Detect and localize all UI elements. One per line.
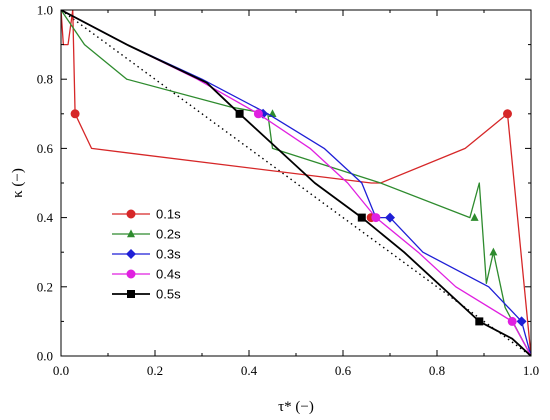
y-tick-label: 0.6 [37, 141, 54, 156]
legend-label: 0.1s [156, 207, 181, 222]
y-tick-label: 1.0 [37, 3, 53, 18]
series-line [61, 10, 531, 356]
x-tick-label: 0.0 [53, 363, 69, 378]
data-point [516, 316, 527, 327]
legend-item: 0.5s [112, 287, 181, 302]
data-point [489, 247, 498, 256]
legend-item: 0.3s [112, 247, 181, 262]
y-axis-title: κ (−) [10, 168, 26, 198]
legend-marker [126, 209, 136, 219]
legend-marker [127, 290, 135, 298]
x-tick-label: 0.8 [429, 363, 445, 378]
legend-item: 0.1s [112, 207, 181, 222]
legend-marker [126, 269, 136, 279]
plot-area [61, 10, 531, 356]
reference-line [61, 10, 531, 356]
series-05s [61, 10, 531, 356]
legend-marker [127, 229, 135, 238]
legend-item: 0.4s [112, 267, 181, 282]
data-point [503, 109, 512, 119]
series-line [61, 10, 531, 356]
legend-label: 0.2s [156, 227, 181, 242]
x-tick-label: 1.0 [523, 363, 539, 378]
x-tick-label: 0.6 [335, 363, 352, 378]
x-tick-label: 0.4 [241, 363, 258, 378]
data-point [371, 213, 381, 223]
y-tick-label: 0.0 [37, 349, 53, 364]
data-point [70, 109, 80, 119]
data-point [470, 213, 479, 221]
x-tick-label: 0.2 [147, 363, 163, 378]
axes: 0.0 0.2 0.4 0.6 0.8 1.0 0.0 0.2 0.4 0.6 0.8 1.0 [37, 3, 539, 379]
legend-label: 0.5s [156, 287, 181, 302]
data-point [357, 213, 366, 222]
series-line [61, 10, 531, 356]
y-tick-label: 0.8 [37, 72, 53, 87]
legend: 0.1s 0.2s 0.3s 0.4s 0.5s [112, 207, 181, 302]
y-tick-label: 0.4 [37, 210, 54, 225]
data-point [235, 109, 244, 118]
legend-marker [126, 249, 136, 259]
data-point [253, 109, 263, 119]
legend-item: 0.2s [112, 227, 181, 242]
data-point [385, 212, 395, 223]
y-tick-label: 0.2 [37, 279, 53, 294]
x-axis-title: τ* (−) [278, 399, 314, 415]
legend-label: 0.4s [156, 267, 181, 282]
data-point [268, 109, 277, 118]
data-point [507, 316, 517, 326]
data-point [475, 317, 484, 326]
legend-label: 0.3s [156, 247, 181, 262]
